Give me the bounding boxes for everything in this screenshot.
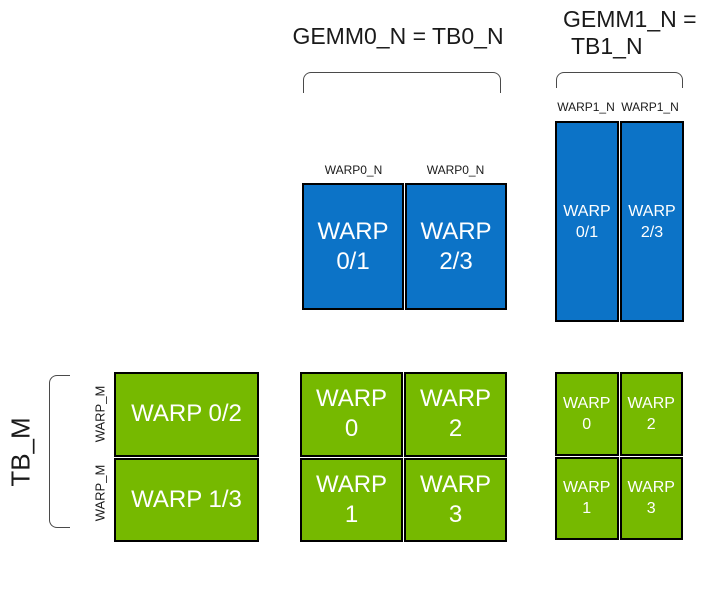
warp1-n-label-right: WARP1_N bbox=[621, 100, 679, 114]
green-center-cell-warp0: WARP 0 bbox=[300, 372, 403, 457]
green-center-cell-warp1: WARP 1 bbox=[300, 457, 403, 542]
gemm1-brace bbox=[556, 72, 683, 88]
gemm0-brace bbox=[303, 72, 501, 93]
tb-m-label: TB_M bbox=[5, 417, 36, 487]
green-center-cell-warp2: WARP 2 bbox=[404, 372, 507, 457]
green-center-cell-warp3: WARP 3 bbox=[404, 457, 507, 542]
blue-center-cell-warp23: WARP 2/3 bbox=[405, 183, 507, 310]
blue-right-cell-warp01: WARP 0/1 bbox=[555, 121, 619, 322]
green-left-cell-warp13: WARP 1/3 bbox=[114, 457, 259, 542]
green-right-cell-warp1: WARP 1 bbox=[555, 456, 619, 540]
gemm1-title-line1: GEMM1_N = bbox=[563, 6, 697, 32]
warp1-n-label-left: WARP1_N bbox=[557, 100, 615, 114]
green-right-cell-warp3: WARP 3 bbox=[619, 456, 683, 540]
gemm1-title: GEMM1_N = TB1_N bbox=[563, 6, 708, 60]
green-right-cell-warp0: WARP 0 bbox=[555, 372, 619, 456]
gemm1-title-line2: TB1_N bbox=[571, 33, 643, 59]
green-right-cell-warp2: WARP 2 bbox=[619, 372, 683, 456]
tb-m-brace bbox=[49, 375, 70, 528]
green-center-tile-group: WARP 0 WARP 2 WARP 1 WARP 3 bbox=[300, 372, 507, 542]
gemm0-title: GEMM0_N = TB0_N bbox=[292, 23, 504, 49]
green-left-tile-group: WARP 0/2 WARP 1/3 bbox=[114, 372, 259, 542]
green-left-cell-warp02: WARP 0/2 bbox=[114, 372, 259, 457]
warp0-n-label-right: WARP0_N bbox=[426, 163, 485, 177]
blue-center-tile-group: WARP 0/1 WARP 2/3 bbox=[302, 183, 507, 310]
warp-m-label-top: WARP_M bbox=[92, 385, 108, 443]
warp-m-label-bottom: WARP_M bbox=[92, 464, 108, 522]
warp0-n-label-left: WARP0_N bbox=[324, 163, 383, 177]
blue-center-cell-warp01: WARP 0/1 bbox=[302, 183, 404, 310]
blue-right-cell-warp23: WARP 2/3 bbox=[620, 121, 684, 322]
blue-right-tile-group: WARP 0/1 WARP 2/3 bbox=[555, 121, 684, 322]
green-right-tile-group: WARP 0 WARP 2 WARP 1 WARP 3 bbox=[555, 372, 683, 540]
